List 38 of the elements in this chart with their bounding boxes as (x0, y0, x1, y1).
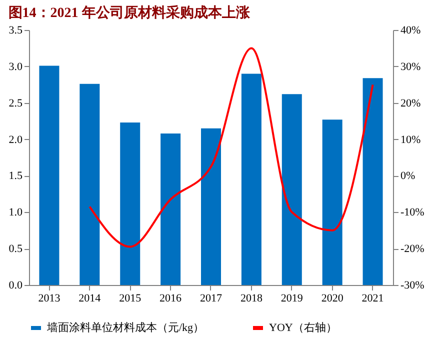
y-tick-label: 0.0 (8, 280, 23, 292)
legend-label: YOY（右轴） (269, 321, 337, 334)
bar (362, 78, 383, 285)
y-tick-label: 2.0 (8, 134, 23, 146)
y-tick-label: 3.0 (8, 60, 23, 73)
y2-tick-label: -30% (400, 280, 424, 292)
legend-label: 墙面涂料单位材料成本（元/kg） (46, 321, 204, 334)
x-tick-label: 2021 (362, 292, 384, 304)
y2-tick-label: -20% (400, 243, 424, 256)
x-tick-label: 2015 (119, 292, 142, 304)
x-tick-label: 2020 (321, 292, 344, 304)
chart-title: 图14：2021 年公司原材料采购成本上涨 (8, 5, 251, 21)
x-tick-label: 2013 (38, 292, 61, 304)
y2-tick-label: 30% (400, 60, 421, 73)
x-tick-label: 2019 (280, 292, 304, 304)
y-tick-label: 0.5 (8, 243, 23, 256)
y-tick-label: 2.5 (8, 97, 23, 110)
bar (241, 74, 262, 285)
bar (322, 120, 342, 285)
y2-tick-label: 10% (400, 134, 421, 146)
x-tick-label: 2014 (78, 292, 102, 304)
bar (201, 128, 221, 285)
bar (160, 133, 181, 285)
y-tick-label: 1.0 (8, 206, 23, 219)
bar (80, 84, 100, 285)
y2-tick-label: 40% (400, 24, 421, 36)
y2-tick-label: 20% (400, 97, 421, 110)
bar (120, 122, 140, 285)
bar (282, 94, 302, 285)
y2-tick-label: 0% (400, 170, 416, 182)
y-tick-label: 3.5 (8, 24, 23, 36)
x-tick-label: 2016 (160, 292, 182, 304)
y2-tick-label: -10% (400, 206, 424, 219)
y-tick-label: 1.5 (8, 170, 23, 182)
bar (39, 66, 60, 285)
x-tick-label: 2018 (240, 292, 263, 304)
x-tick-label: 2017 (200, 292, 222, 304)
line-series (88, 47, 374, 248)
